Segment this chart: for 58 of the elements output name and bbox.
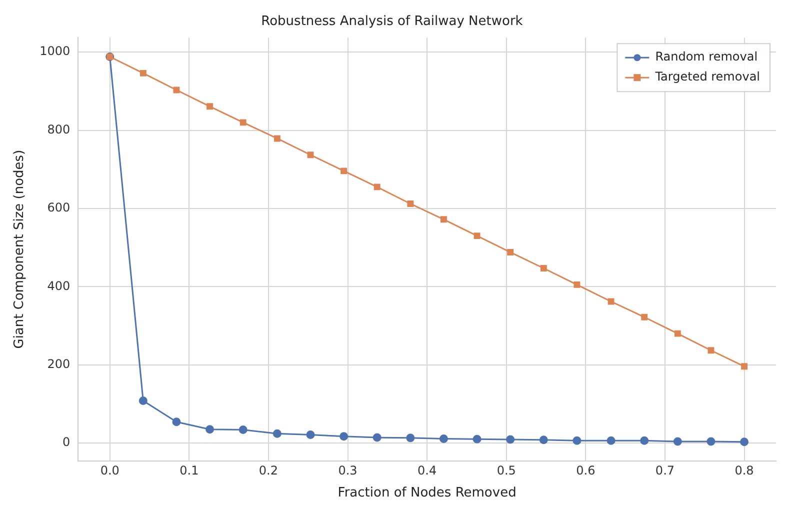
x-tick-label: 0.3 (338, 463, 358, 478)
x-tick-label: 0.6 (576, 463, 596, 478)
point (673, 437, 682, 446)
point (172, 418, 181, 426)
point (674, 330, 681, 337)
y-tick-label: 600 (47, 200, 70, 215)
y-tick-label: 1000 (40, 44, 70, 58)
x-tick-label: 0.5 (496, 463, 516, 478)
point (272, 429, 282, 438)
point (340, 432, 348, 441)
x-tick-label: 0.1 (180, 463, 199, 478)
point (306, 430, 315, 440)
point (439, 434, 448, 443)
point (206, 103, 214, 110)
point (374, 184, 380, 190)
point (640, 436, 649, 445)
point (572, 436, 582, 445)
legend-label: Targeted removal (654, 70, 760, 84)
x-tick-label: 0.7 (655, 463, 675, 478)
y-tick-label: 0 (62, 435, 70, 450)
point (406, 434, 415, 442)
y-tick-label: 800 (47, 122, 70, 136)
point (474, 232, 480, 240)
y-tick-label: 200 (47, 356, 70, 371)
x-tick-label: 0.2 (258, 463, 278, 478)
point (540, 265, 547, 272)
point (307, 152, 314, 158)
x-tick-label: 0.4 (418, 463, 437, 478)
point (608, 298, 614, 305)
point (274, 135, 280, 142)
point (173, 86, 180, 94)
point (407, 200, 414, 207)
legend-label: Random removal (655, 50, 758, 64)
point (372, 433, 382, 442)
point (706, 437, 716, 446)
x-tick-label: 0.8 (734, 463, 754, 478)
y-tick-label: 400 (47, 278, 70, 293)
point (507, 249, 514, 256)
chart-title: Robustness Analysis of Railway Network (261, 14, 524, 30)
x-axis-title: Fraction of Nodes Removed (338, 486, 516, 501)
point (140, 70, 146, 76)
point (138, 396, 148, 406)
point (506, 435, 515, 444)
point (574, 281, 580, 288)
point (440, 216, 447, 223)
point (741, 363, 748, 370)
point (708, 347, 714, 354)
point (740, 438, 749, 446)
point (238, 425, 248, 434)
x-tick-label: 0.0 (100, 463, 120, 478)
point (472, 434, 482, 444)
point (539, 436, 548, 444)
point (206, 425, 214, 434)
point (340, 168, 348, 174)
point (641, 314, 648, 320)
point (606, 436, 616, 445)
point (240, 119, 246, 126)
y-axis-title: Giant Component Size (nodes) (12, 150, 28, 349)
